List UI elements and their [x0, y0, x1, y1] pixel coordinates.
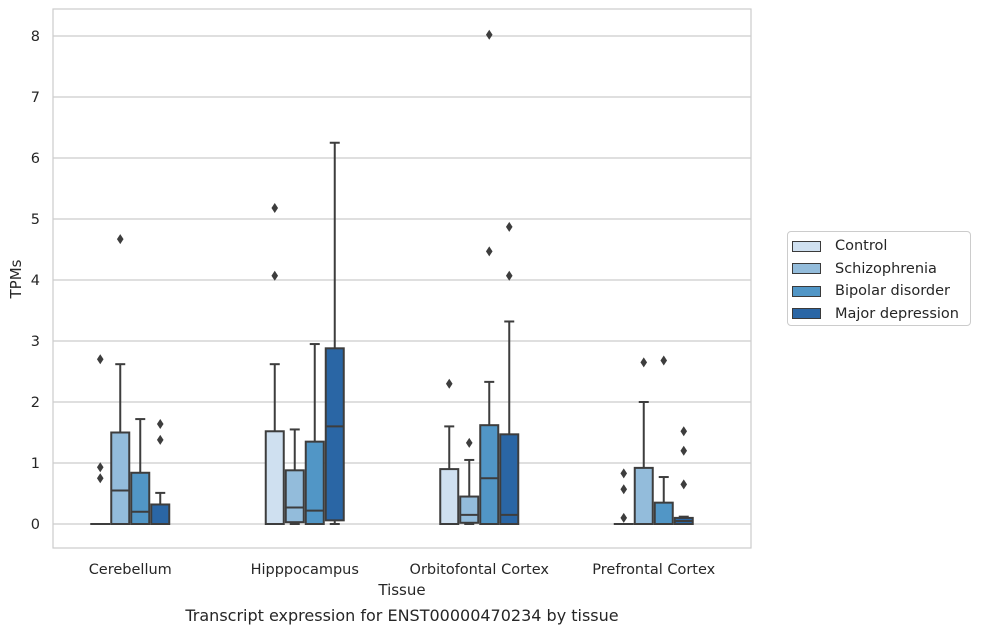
box-0-3: [150, 418, 171, 526]
box-body: [110, 431, 131, 525]
legend-label: Schizophrenia: [835, 260, 937, 277]
plot-frame: [52, 8, 752, 549]
outlier-point: [505, 221, 513, 232]
x-tick-label: Orbitofontal Cortex: [410, 562, 550, 578]
outlier-point: [620, 468, 628, 479]
box-2-1: [459, 437, 480, 525]
outlier-point: [445, 378, 453, 389]
legend-swatch: [792, 263, 821, 274]
box-body: [324, 347, 345, 522]
y-tick-label: 7: [31, 90, 40, 106]
outlier-point: [505, 270, 513, 281]
legend-label: Bipolar disorder: [835, 283, 950, 299]
box-body: [284, 469, 305, 524]
outlier-point: [156, 434, 164, 445]
outlier-point: [96, 462, 104, 473]
chart-title: Transcript expression for ENST0000047023…: [185, 606, 619, 625]
legend-item: Schizophrenia: [792, 259, 937, 279]
gridlines: [53, 35, 751, 525]
box-body: [459, 495, 480, 524]
box-body: [479, 424, 500, 525]
box-body: [264, 430, 285, 525]
box-0-1: [110, 234, 131, 525]
legend-item: Control: [792, 236, 887, 256]
y-tick-label: 4: [31, 273, 40, 289]
outlier-point: [620, 512, 628, 523]
box-2-0: [439, 378, 460, 526]
box-body: [499, 433, 520, 525]
box-2-3: [499, 221, 520, 525]
y-tick-label: 5: [31, 212, 40, 228]
box-3-3: [673, 426, 694, 526]
outlier-point: [680, 426, 688, 437]
outlier-point: [680, 479, 688, 490]
box-body: [150, 503, 171, 526]
outlier-point: [660, 355, 668, 366]
x-tick-label: Cerebellum: [89, 562, 172, 578]
outlier-point: [485, 29, 493, 40]
box-body: [439, 468, 460, 526]
box-body: [130, 471, 151, 526]
outlier-point: [96, 473, 104, 484]
legend-swatch: [792, 308, 821, 319]
legend-label: Control: [835, 238, 888, 254]
outlier-point: [485, 246, 493, 257]
box-body: [633, 466, 654, 526]
box-3-2: [653, 355, 674, 525]
y-axis-label: TPMs: [7, 259, 25, 299]
boxes-group: [90, 29, 694, 526]
box-1-1: [284, 428, 305, 525]
legend-item: Major depression: [792, 304, 959, 324]
y-tick-label: 6: [31, 151, 40, 167]
box-body: [653, 501, 674, 525]
box-0-0: [90, 354, 111, 526]
y-tick-labels: 0 1 2 3 4 5 6 7 8: [31, 29, 40, 533]
box-body: [304, 440, 325, 525]
box-0-2: [130, 418, 151, 526]
outlier-point: [96, 354, 104, 365]
outlier-point: [271, 270, 279, 281]
outlier-point: [465, 437, 473, 448]
x-tick-labels: Cerebellum Hipppocampus Orbitofontal Corte…: [89, 562, 716, 578]
y-tick-label: 1: [31, 456, 40, 472]
outlier-point: [116, 234, 124, 245]
box-3-1: [633, 357, 654, 526]
legend-swatch: [792, 285, 821, 297]
y-tick-label: 0: [31, 517, 40, 533]
box-1-3: [324, 141, 345, 525]
outlier-point: [640, 357, 648, 368]
box-2-2: [479, 29, 500, 525]
outlier-point: [156, 418, 164, 429]
legend-swatch: [792, 240, 821, 252]
box-1-2: [304, 343, 325, 525]
y-tick-label: 8: [31, 29, 40, 45]
outlier-point: [680, 445, 688, 456]
outlier-point: [620, 484, 628, 495]
x-tick-label: Prefrontal Cortex: [592, 562, 715, 578]
box-1-0: [264, 203, 285, 525]
outlier-point: [271, 203, 279, 214]
x-axis-label: Tissue: [377, 581, 425, 599]
x-tick-label: Hipppocampus: [251, 562, 359, 578]
box-3-0: [613, 468, 634, 526]
legend: Control Schizophrenia Bipolar disorder Majo…: [787, 231, 971, 326]
y-tick-label: 2: [31, 395, 40, 411]
legend-label: Major depression: [835, 305, 959, 322]
y-tick-label: 3: [31, 334, 40, 350]
legend-item: Bipolar disorder: [792, 281, 950, 301]
